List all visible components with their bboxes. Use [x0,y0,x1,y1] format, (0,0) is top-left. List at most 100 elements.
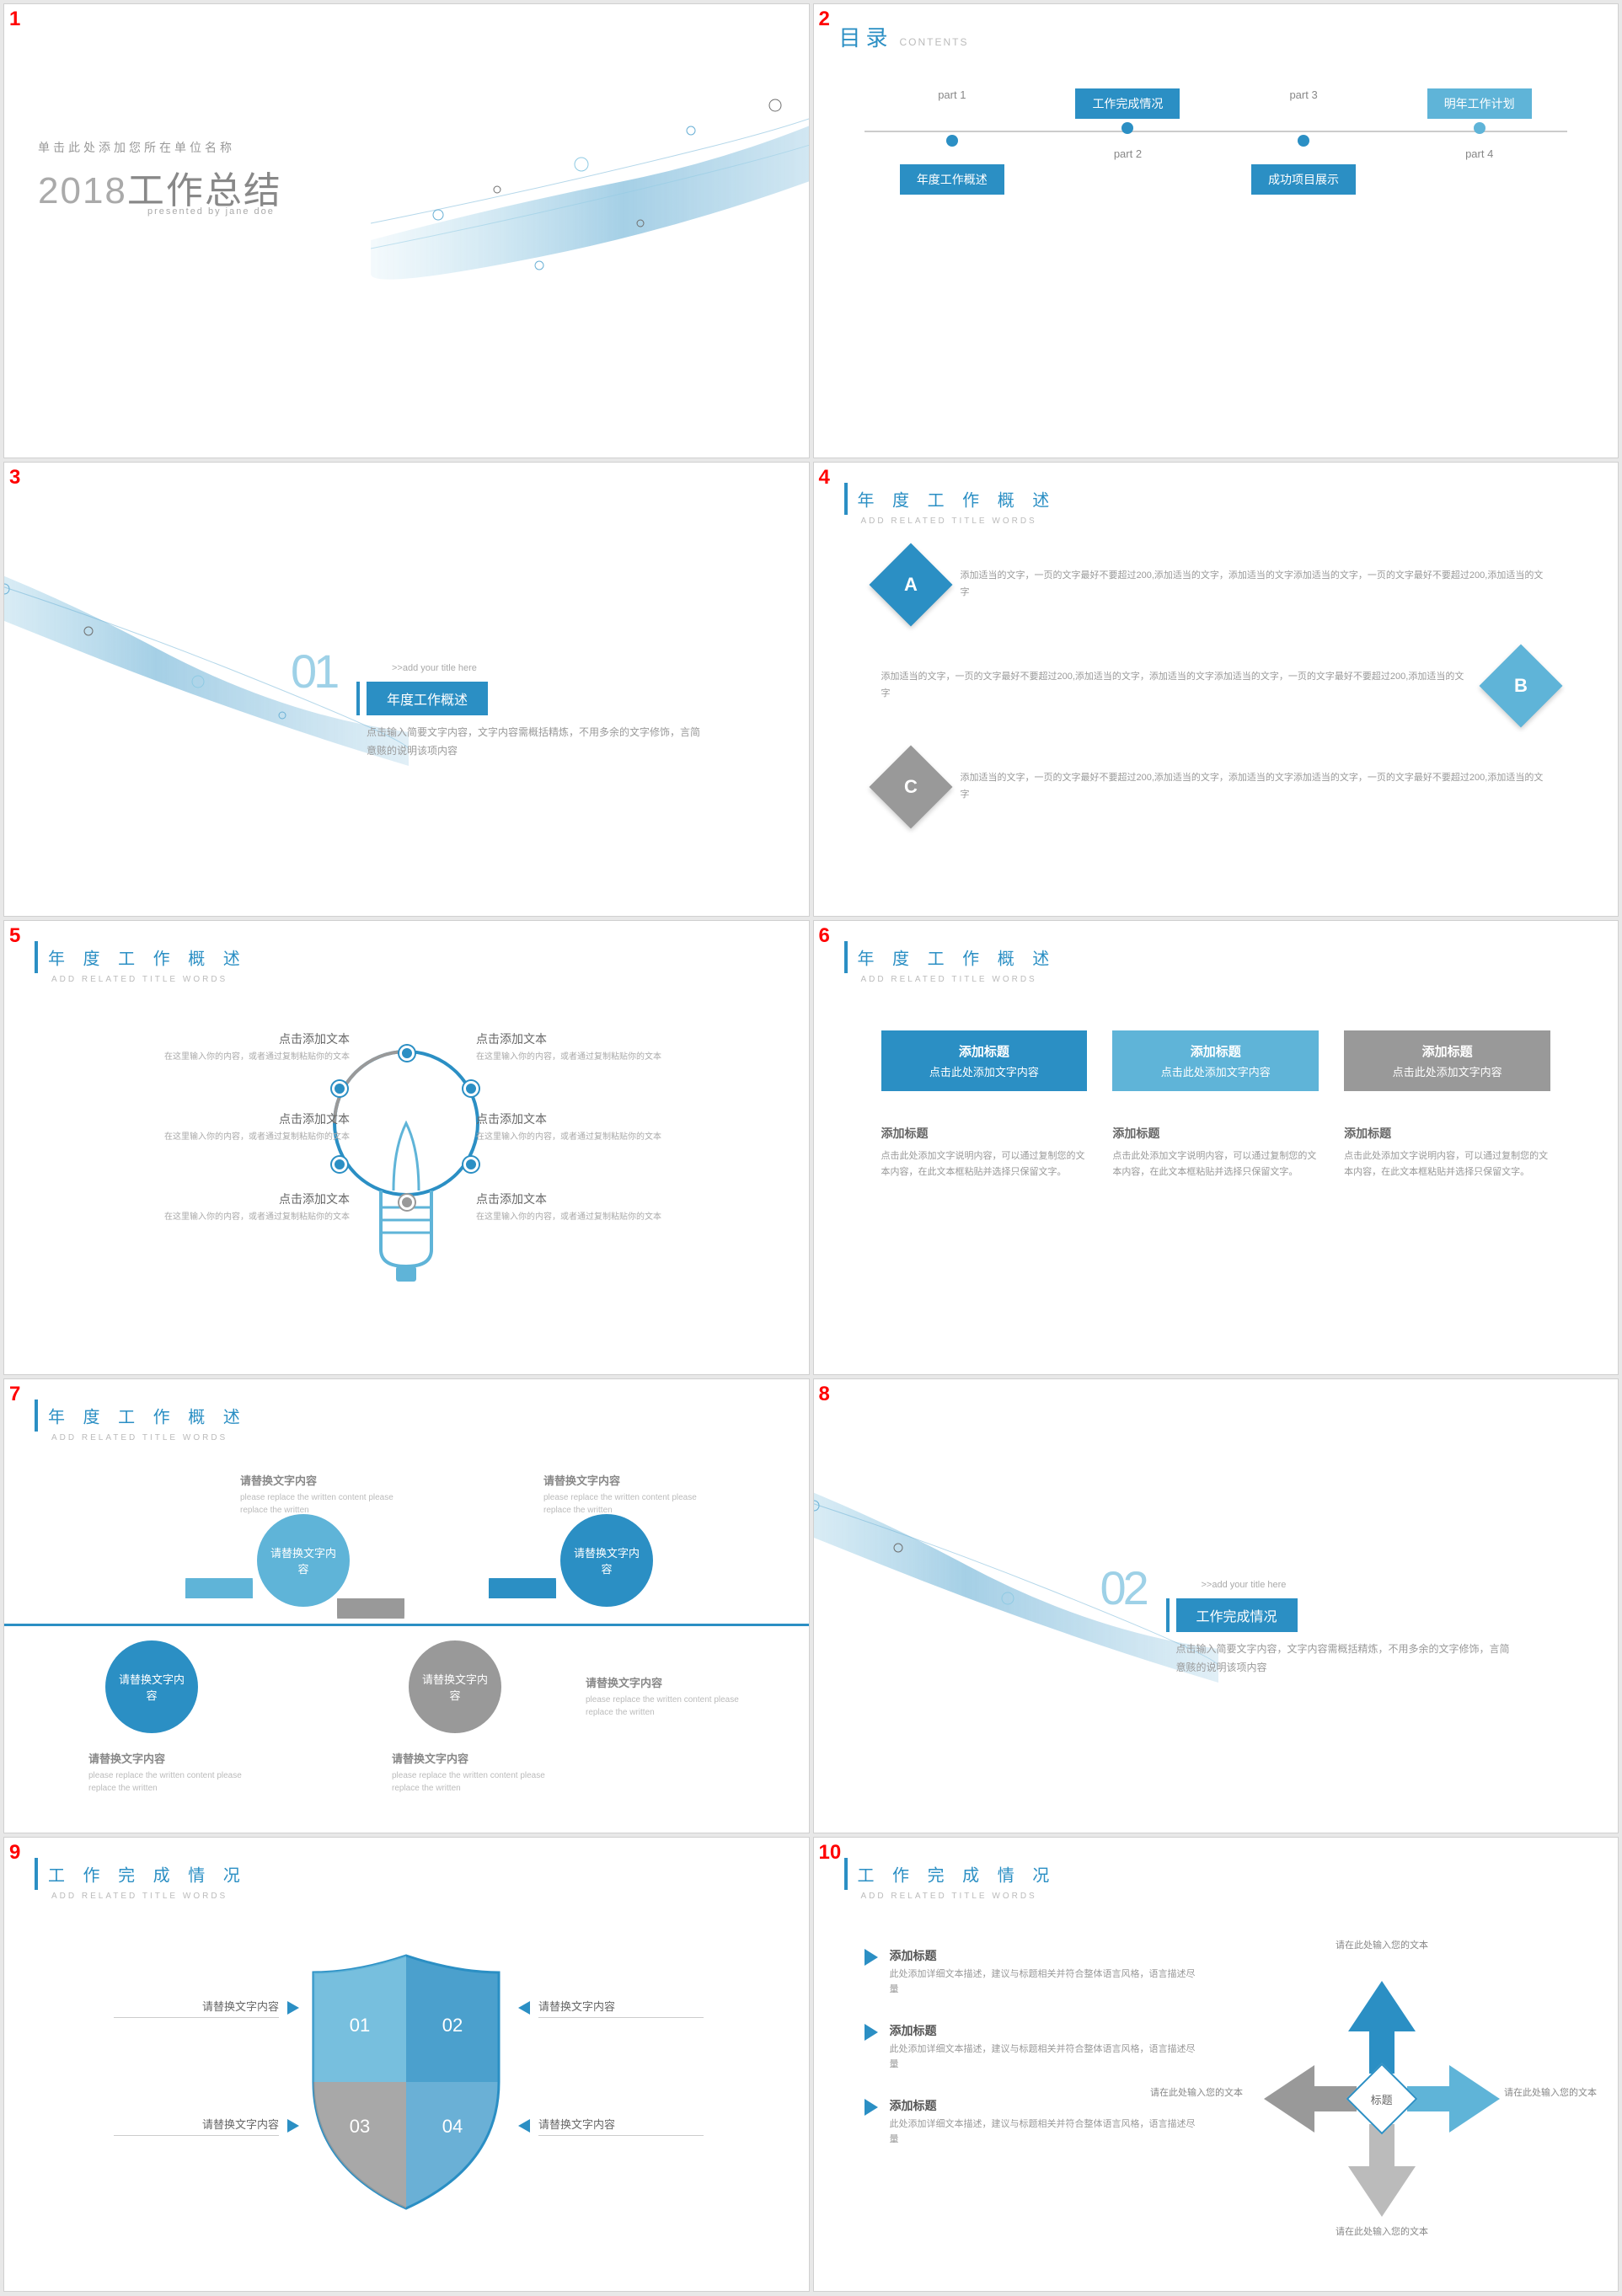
slide-number: 10 [819,1841,842,1865]
shield-item: 请替换文字内容 [114,2116,299,2136]
list-item: 添加标题此处添加详细文本描述，建议与标题相关并符合整体语言风格，语言描述尽量 [865,1947,1202,1997]
section-title: 工作完成情况 [1176,1598,1298,1632]
arrow-label-right: 请在此处输入您的文本 [1500,2086,1601,2101]
bulb-item: 点击添加文本在这里输入你的内容，或者通过复制粘贴你的文本 [147,1191,350,1224]
section-title: 年度工作概述 [367,682,488,715]
bulb-item: 点击添加文本在这里输入你的内容，或者通过复制粘贴你的文本 [476,1191,678,1224]
toc-part: part 2 工作完成情况 [1040,88,1216,147]
info-card: 添加标题点击此处添加文字内容添加标题点击此处添加文字说明内容，可以通过复制您的文… [881,1030,1088,1180]
diamond-icon: A [869,543,952,627]
svg-text:04: 04 [442,2116,463,2137]
shield-label: 请替换文字内容 [538,2116,704,2136]
arrow-icon [287,2001,299,2015]
item-title: 点击添加文本 [147,1191,350,1207]
list-title: 添加标题 [890,1947,1202,1964]
info-card: 添加标题点击此处添加文字内容添加标题点击此处添加文字说明内容，可以通过复制您的文… [1344,1030,1550,1180]
section-hint: >>add your title here [1202,1580,1287,1590]
flow-label: 请替换文字内容please replace the written conten… [88,1750,257,1795]
card-bottom: 添加标题点击此处添加文字说明内容，可以通过复制您的文本内容，在此文本框粘贴并选择… [1112,1125,1319,1180]
list-desc: 此处添加详细文本描述，建议与标题相关并符合整体语言风格，语言描述尽量 [890,2117,1202,2147]
card-bottom: 添加标题点击此处添加文字说明内容，可以通过复制您的文本内容，在此文本框粘贴并选择… [881,1125,1088,1180]
card-top: 添加标题点击此处添加文字内容 [881,1030,1088,1091]
part-label: part 1 [865,88,1041,101]
timeline-dot [1298,135,1309,147]
flow-label: 请替换文字内容please replace the written conten… [543,1472,712,1517]
slide-number: 4 [819,466,830,490]
part-title: 成功项目展示 [1251,164,1356,195]
section-desc: 点击输入简要文字内容，文字内容需概括精炼，不用多余的文字修饰，言简意赅的说明该项… [1176,1640,1518,1677]
timeline-dot [1474,122,1485,134]
list-desc: 此处添加详细文本描述，建议与标题相关并符合整体语言风格，语言描述尽量 [890,1967,1202,1997]
triangle-icon [865,2099,878,2116]
flow-circle: 请替换文字内容 [105,1640,198,1733]
bullet-list: 添加标题此处添加详细文本描述，建议与标题相关并符合整体语言风格，语言描述尽量添加… [865,1947,1202,2173]
arrow-label-left: 请在此处输入您的文本 [1146,2086,1247,2101]
diamond-icon: B [1480,645,1563,728]
bulb-item: 点击添加文本在这里输入你的内容，或者通过复制粘贴你的文本 [147,1030,350,1064]
triangle-icon [865,1949,878,1966]
slide-number: 8 [819,1383,830,1406]
subtitle: 单击此处添加您所在单位名称 [38,139,235,156]
part-label: part 2 [1040,147,1216,160]
slide-6: 6 年 度 工 作 概 述ADD RELATED TITLE WORDS 添加标… [813,920,1619,1375]
content-header: 工 作 完 成 情 况ADD RELATED TITLE WORDS [844,1858,1057,1901]
diamond-text: 添加适当的文字，一页的文字最好不要超过200,添加适当的文字，添加适当的文字添加… [881,669,1472,703]
list-item: 添加标题此处添加详细文本描述，建议与标题相关并符合整体语言风格，语言描述尽量 [865,2097,1202,2147]
diamond-text: 添加适当的文字，一页的文字最好不要超过200,添加适当的文字，添加适当的文字添加… [961,770,1551,804]
flow-connector [337,1598,404,1649]
bulb-item: 点击添加文本在这里输入你的内容，或者通过复制粘贴你的文本 [476,1030,678,1064]
shield-diagram: 01 02 03 04 [297,1947,516,2221]
slide-number: 3 [9,466,20,490]
slide-10: 10 工 作 完 成 情 况ADD RELATED TITLE WORDS 添加… [813,1837,1619,2292]
shield-item: 请替换文字内容 [114,1998,299,2018]
section-number: 02 [1100,1560,1146,1615]
arrow-icon [287,2119,299,2133]
item-title: 点击添加文本 [476,1111,678,1127]
shield-item: 请替换文字内容 [518,2116,704,2136]
flow-circle: 请替换文字内容 [409,1640,501,1733]
flow-circle: 请替换文字内容 [560,1514,653,1607]
section-desc: 点击输入简要文字内容，文字内容需概括精炼，不用多余的文字修饰，言简意赅的说明该项… [367,724,708,760]
slide-8-section: 8 02 >>add your title here 工作完成情况 点击输入简要… [813,1378,1619,1833]
toc-part: part 1 年度工作概述 [865,88,1041,147]
arrow-icon [518,2119,530,2133]
item-desc: 在这里输入你的内容，或者通过复制粘贴你的文本 [476,1051,678,1064]
slide-2-toc: 2 目录CONTENTS part 1 年度工作概述 part 2 工作完成情况… [813,3,1619,458]
flow-line [4,1624,809,1626]
arrow-icon [518,2001,530,2015]
diamond-icon: C [869,746,952,829]
content-header: 年 度 工 作 概 述ADD RELATED TITLE WORDS [35,1400,247,1442]
item-desc: 在这里输入你的内容，或者通过复制粘贴你的文本 [147,1051,350,1064]
presenter: presented by jane doe [147,206,275,217]
content-header: 年 度 工 作 概 述ADD RELATED TITLE WORDS [844,941,1057,984]
card-top: 添加标题点击此处添加文字内容 [1112,1030,1319,1091]
lightbulb-diagram [322,1030,490,1321]
shield-item: 请替换文字内容 [518,1998,704,2018]
bulb-item: 点击添加文本在这里输入你的内容，或者通过复制粘贴你的文本 [476,1111,678,1144]
content-header: 工 作 完 成 情 况ADD RELATED TITLE WORDS [35,1858,247,1901]
diamond-row: A添加适当的文字，一页的文字最好不要超过200,添加适当的文字，添加适当的文字添… [881,555,1551,614]
toc-parts: part 1 年度工作概述 part 2 工作完成情况 part 3 成功项目展… [865,88,1568,147]
slide-7: 7 年 度 工 作 概 述ADD RELATED TITLE WORDS 请替换… [3,1378,810,1833]
section-number: 01 [291,644,336,698]
flow-connector [489,1548,556,1598]
arrow-label-top: 请在此处输入您的文本 [1331,1939,1432,1953]
slide-number: 9 [9,1841,20,1865]
toc-heading: 目录CONTENTS [839,21,969,52]
arrow-label-bottom: 请在此处输入您的文本 [1331,2225,1432,2240]
content-header: 年 度 工 作 概 述ADD RELATED TITLE WORDS [844,483,1057,526]
card-row: 添加标题点击此处添加文字内容添加标题点击此处添加文字说明内容，可以通过复制您的文… [881,1030,1551,1180]
flow-connector [185,1548,253,1598]
slide-3-section: 3 01 >>add your title here 年度工作概述 点击输入简要… [3,462,810,917]
list-item: 添加标题此处添加详细文本描述，建议与标题相关并符合整体语言风格，语言描述尽量 [865,2022,1202,2072]
item-desc: 在这里输入你的内容，或者通过复制粘贴你的文本 [476,1211,678,1224]
flow-label: 请替换文字内容please replace the written conten… [240,1472,409,1517]
card-bottom: 添加标题点击此处添加文字说明内容，可以通过复制您的文本内容，在此文本框粘贴并选择… [1344,1125,1550,1180]
list-desc: 此处添加详细文本描述，建议与标题相关并符合整体语言风格，语言描述尽量 [890,2042,1202,2072]
item-title: 点击添加文本 [147,1030,350,1047]
content-header: 年 度 工 作 概 述ADD RELATED TITLE WORDS [35,941,247,984]
wave-decoration [371,55,810,392]
flow-label: 请替换文字内容please replace the written conten… [586,1674,754,1719]
item-desc: 在这里输入你的内容，或者通过复制粘贴你的文本 [476,1131,678,1144]
svg-text:02: 02 [442,2015,463,2036]
